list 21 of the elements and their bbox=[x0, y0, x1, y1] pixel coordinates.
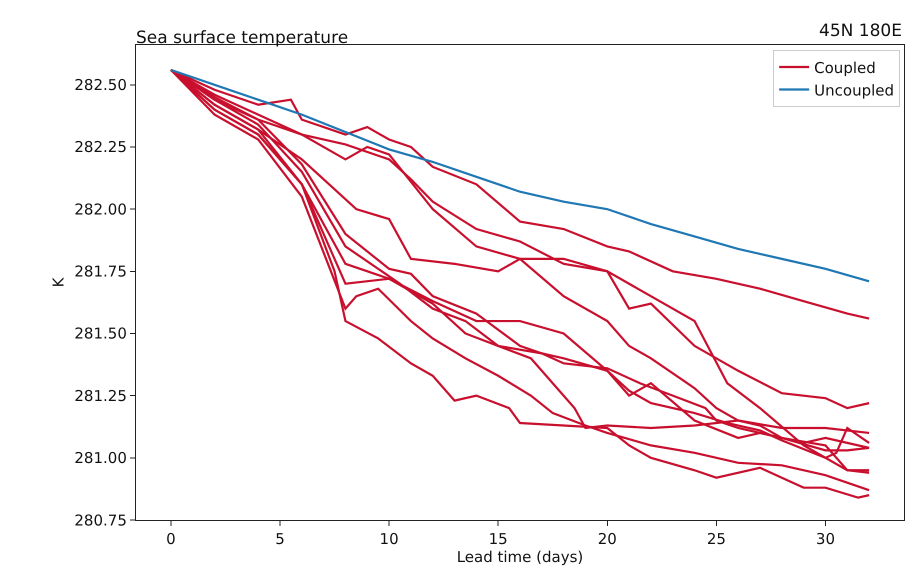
x-tick-label: 0 bbox=[166, 530, 176, 548]
y-tick-label: 282.25 bbox=[74, 138, 127, 156]
y-tick-label: 280.75 bbox=[74, 511, 127, 530]
y-tick-label: 281.25 bbox=[74, 386, 127, 405]
y-tick-label: 281.00 bbox=[74, 449, 127, 468]
chart-title: Sea surface temperature bbox=[136, 28, 348, 48]
x-tick-label: 15 bbox=[488, 530, 508, 548]
x-tick-label: 10 bbox=[380, 530, 399, 548]
x-tick-label: 20 bbox=[598, 530, 617, 548]
y-tick-label: 282.00 bbox=[74, 200, 127, 218]
y-tick-label: 282.50 bbox=[74, 76, 127, 94]
y-axis-title: K bbox=[50, 276, 68, 288]
x-tick-label: 5 bbox=[275, 530, 285, 548]
legend-label: Coupled bbox=[814, 58, 876, 77]
x-axis-title: Lead time (days) bbox=[456, 548, 584, 566]
y-tick-label: 281.75 bbox=[74, 262, 127, 281]
y-tick-label: 281.50 bbox=[74, 324, 127, 343]
legend-label: Uncoupled bbox=[814, 81, 894, 100]
x-tick-label: 25 bbox=[706, 530, 726, 548]
x-tick-label: 30 bbox=[816, 530, 835, 548]
text: 45N 180E bbox=[819, 21, 902, 41]
